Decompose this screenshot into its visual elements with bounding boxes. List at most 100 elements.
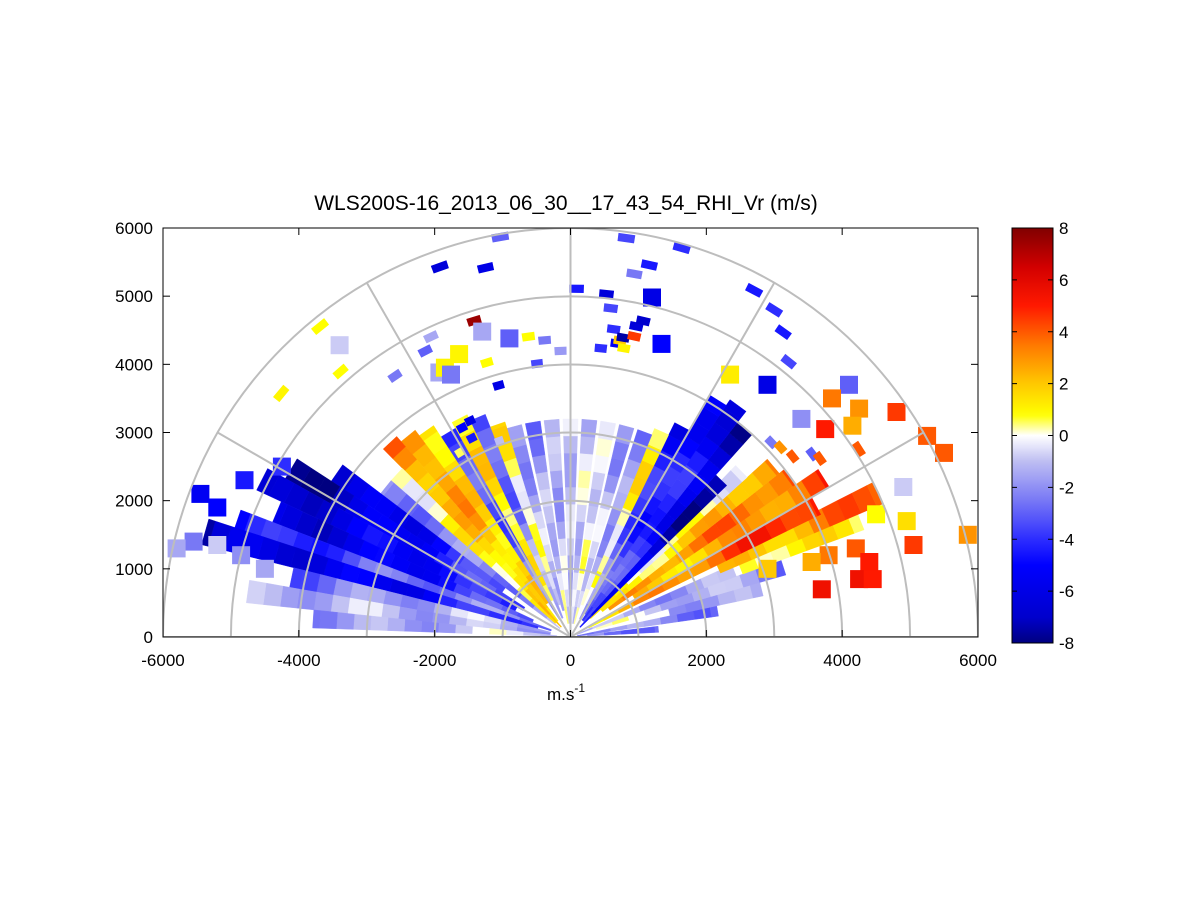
velocity-cell [450,345,469,364]
velocity-gate [812,450,827,467]
velocity-gate [640,259,658,271]
velocity-gate [417,344,433,358]
colorbar-tick-label: 6 [1059,271,1068,290]
axis-ticks: -6000 -4000 -2000 0 2000 4000 6000 0 1000 2000 300… [115,219,997,670]
velocity-cell [184,532,203,551]
velocity-cell [850,399,869,418]
velocity-cell [887,403,906,421]
x-tick-label: 6000 [959,651,997,670]
velocity-cell [897,512,916,531]
velocity-cell [652,334,671,353]
velocity-gate [403,619,423,633]
velocity-gate [635,315,651,327]
colorbar-tick-label: 8 [1059,219,1068,238]
velocity-cell [904,536,923,554]
velocity-gate [262,582,284,607]
velocity-gate [387,368,403,383]
velocity-cell [792,409,811,428]
velocity-cell [816,420,835,439]
velocity-gate [492,380,505,391]
velocity-cell [935,443,953,462]
velocity-cell [802,553,821,571]
x-axis-label: m.s-1 [547,681,585,704]
x-tick-label: -2000 [413,651,456,670]
y-tick-label: 1000 [115,560,153,579]
velocity-gate [547,452,563,472]
velocity-gate [579,435,596,455]
colorbar-tick-label: -6 [1059,582,1074,601]
velocity-gate [279,585,300,609]
velocity-gate [246,579,267,605]
velocity-cell [500,329,519,348]
elevation-spoke [569,282,776,637]
velocity-gate [476,262,495,274]
velocity-gate [313,591,334,612]
velocity-cell [643,288,661,307]
velocity-cell [191,484,210,503]
x-tick-label: 0 [566,651,575,670]
y-tick-label: 6000 [115,219,153,238]
velocity-cell [860,553,879,571]
x-axis-label-superscript: -1 [574,681,585,695]
velocity-gate [724,399,747,420]
velocity-gate [549,469,563,489]
velocity-gate [332,363,349,380]
velocity-gate [569,284,584,293]
velocity-cell [473,322,492,341]
velocity-gate [785,449,800,464]
velocity-gate [626,268,643,280]
velocity-cell [758,559,777,578]
velocity-cell [894,478,913,496]
velocity-cell [758,375,777,394]
x-tick-label: 2000 [687,651,725,670]
velocity-cell [863,570,882,589]
velocity-gate [273,384,290,403]
velocity-gate [381,603,401,620]
velocity-gate [627,331,642,342]
velocity-gate [330,594,351,614]
velocity-cell [272,457,291,476]
y-tick-label: 4000 [115,355,153,374]
velocity-gate [538,335,552,345]
velocity-gate [765,302,784,318]
velocity-gate [521,331,536,342]
velocity-gate [851,440,866,458]
velocity-gate [437,622,456,634]
velocity-gate [730,465,748,483]
velocity-cell [208,536,227,554]
velocity-gate [617,343,631,354]
velocity-gate [598,289,615,299]
velocity-gate [654,625,659,633]
velocity-cell [958,525,977,544]
velocity-cell [867,505,886,524]
velocity-gate [554,504,565,523]
y-tick-label: 0 [144,628,153,647]
velocity-gate [774,324,792,340]
velocity-cell [721,365,740,384]
elevation-spoke [569,431,924,637]
velocity-gate [606,324,621,335]
velocity-gate [594,343,608,353]
velocity-gate [576,504,587,523]
velocity-gate [347,597,367,616]
velocity-cell [843,416,862,435]
velocity-cell [208,498,227,517]
velocity-gate [578,452,594,472]
velocity-gate [319,610,338,630]
velocity-gate [463,415,477,427]
colorbar-tick-label: -2 [1059,478,1074,497]
velocity-cell [846,539,865,558]
y-tick-label: 5000 [115,287,153,306]
velocity-gate [430,260,449,274]
elevation-spoke [217,431,572,637]
x-tick-label: 4000 [823,651,861,670]
velocity-gate [554,346,567,356]
velocity-gate [465,432,478,444]
velocity-gate [336,612,355,630]
colorbar-tick-label: 2 [1059,375,1068,394]
velocity-cell [330,336,349,355]
velocity-gate [764,458,780,476]
colorbar-ticks: 8 6 4 2 0 -2 -4 -6 -8 [1012,219,1074,653]
y-tick-label: 3000 [115,424,153,443]
